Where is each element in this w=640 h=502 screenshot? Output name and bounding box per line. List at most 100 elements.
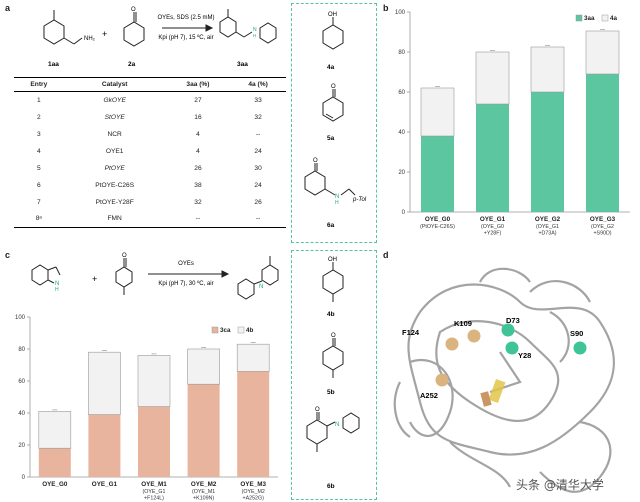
- bar-3ca: [187, 384, 220, 477]
- x-tick-label: OYE_M1: [141, 481, 167, 488]
- nh-label-a: N: [253, 27, 257, 33]
- table-row: 1 GkOYE 27 33: [14, 92, 286, 109]
- residue-label-k109: K109: [454, 319, 472, 328]
- table-cell: 6: [36, 181, 41, 189]
- table-cell: 4: [36, 147, 41, 155]
- table-row: 7 PtOYE-Y28F 32 26: [14, 194, 286, 211]
- label-6a: 6a: [327, 222, 335, 229]
- table-cell: 26: [254, 198, 262, 206]
- x-tick-sublabel: (OYE_M1: [192, 489, 215, 495]
- panel-label-b: b: [383, 3, 389, 13]
- x-tick-label: OYE_G0: [42, 481, 68, 488]
- table-cell: GkOYE: [103, 96, 126, 104]
- x-tick-sublabel: +K109N): [193, 496, 214, 502]
- bar-3aa: [476, 104, 509, 212]
- legend-label-3ca: 3ca: [220, 327, 231, 334]
- bar-4b: [236, 343, 270, 372]
- y-tick-label: 20: [398, 170, 405, 176]
- conditions-top-a: OYEs, SDS (2.5 mM): [157, 15, 214, 21]
- label-5a: 5a: [327, 135, 335, 142]
- y-tick-label: 100: [395, 10, 406, 16]
- table-cell: FMN: [63, 210, 166, 228]
- residue-s90-sphere: [573, 341, 587, 355]
- table-cell: 5: [36, 164, 41, 172]
- o-label-2b: O: [122, 253, 127, 259]
- table-cell: 32: [254, 113, 262, 121]
- label-3aa: 3aa: [237, 61, 248, 68]
- y-tick-label: 80: [18, 347, 25, 353]
- x-tick-label: OYE_M3: [240, 481, 266, 488]
- side-products-box-c: [291, 250, 377, 500]
- table-header: Entry: [14, 77, 64, 92]
- x-tick-sublabel: (OYE_G2: [591, 224, 614, 230]
- legend-label-3aa: 3aa: [584, 15, 595, 22]
- nh2-label: NH₂: [84, 36, 96, 42]
- x-tick-sublabel: +Y28F): [484, 231, 502, 237]
- o-label-5b: O: [331, 333, 336, 339]
- table-cell: --: [255, 130, 261, 138]
- bar-3aa: [421, 136, 454, 212]
- table-header-row: Entry Catalyst 3aa (%) 4a (%): [14, 77, 286, 92]
- bar-3aa: [531, 92, 564, 212]
- x-tick-sublabel: (OYE_M2: [242, 489, 265, 495]
- y-tick-label: 0: [22, 475, 26, 481]
- catalyst-table: Entry Catalyst 3aa (%) 4a (%) 1 GkOYE 27 33…: [14, 77, 286, 228]
- label-6b: 6b: [327, 483, 335, 490]
- table-cell: PtOYE-Y28F: [95, 198, 134, 206]
- h-label-a: H: [253, 33, 256, 38]
- panel-label-c: c: [5, 250, 11, 260]
- plus-sign-c: +: [92, 274, 97, 284]
- bar-4a: [475, 51, 510, 105]
- y-tick-label: 20: [18, 443, 25, 449]
- legend-label-4a: 4a: [610, 15, 618, 22]
- x-tick-label: OYE_G2: [535, 216, 561, 223]
- o-label-5a: O: [331, 84, 336, 90]
- y-tick-label: 60: [18, 379, 25, 385]
- table-cell: 26: [194, 164, 202, 172]
- legend-swatch-4b: [237, 326, 245, 334]
- table-row: 6 PtOYE-C26S 38 24: [14, 177, 286, 194]
- x-tick-sublabel: (OYE_G1: [536, 224, 559, 230]
- n-label-1ba: N: [55, 281, 59, 287]
- table-cell: 16: [194, 113, 202, 121]
- legend-swatch-3ca: [211, 326, 219, 334]
- table-cell: --: [230, 210, 286, 228]
- bar-4b: [137, 355, 171, 407]
- label-2a: 2a: [128, 61, 136, 68]
- x-tick-label: OYE_G1: [92, 481, 118, 488]
- residue-label-s90: S90: [570, 329, 583, 338]
- residue-label-d73: D73: [506, 316, 520, 325]
- residue-k109-sphere: [467, 329, 481, 343]
- x-tick-sublabel: +S90D): [593, 231, 611, 237]
- table-cell: 33: [254, 96, 262, 104]
- bar-3ca: [138, 406, 170, 477]
- table-cell: StOYE: [104, 113, 125, 121]
- bar-3ca: [237, 371, 270, 477]
- panel-label-d: d: [383, 250, 389, 260]
- table-cell: OYE1: [105, 147, 124, 155]
- watermark: 头条 @清华大学: [516, 478, 604, 492]
- y-tick-label: 0: [402, 210, 406, 216]
- bar-4a: [585, 30, 620, 75]
- n-label-3ca: N: [259, 284, 263, 290]
- x-tick-sublabel: +D73A): [538, 231, 556, 237]
- panel-label-a: a: [5, 3, 11, 13]
- oxo-label: O: [131, 7, 136, 13]
- oh-label-4a: OH: [328, 12, 337, 18]
- table-cell: --: [165, 210, 231, 228]
- conditions-bottom-c: Kpi (pH 7), 30 ºC, air: [158, 280, 213, 287]
- table-cell: 24: [254, 147, 262, 155]
- table-cell: 1: [36, 96, 41, 104]
- table-cell: 24: [254, 181, 262, 189]
- table-cell: NCR: [107, 130, 122, 138]
- x-tick-label: OYE_G0: [425, 216, 451, 223]
- side-products-box-a: [291, 3, 377, 243]
- y-tick-label: 40: [398, 130, 405, 136]
- label-4a: 4a: [327, 64, 335, 71]
- bar-4a: [420, 87, 455, 137]
- table-row: 4 OYE1 4 24: [14, 143, 286, 160]
- table-row: 8ᵃ FMN -- --: [14, 210, 286, 228]
- n-label-6a: N: [335, 194, 339, 200]
- bar-3aa: [586, 74, 619, 212]
- bar-4b: [38, 411, 72, 449]
